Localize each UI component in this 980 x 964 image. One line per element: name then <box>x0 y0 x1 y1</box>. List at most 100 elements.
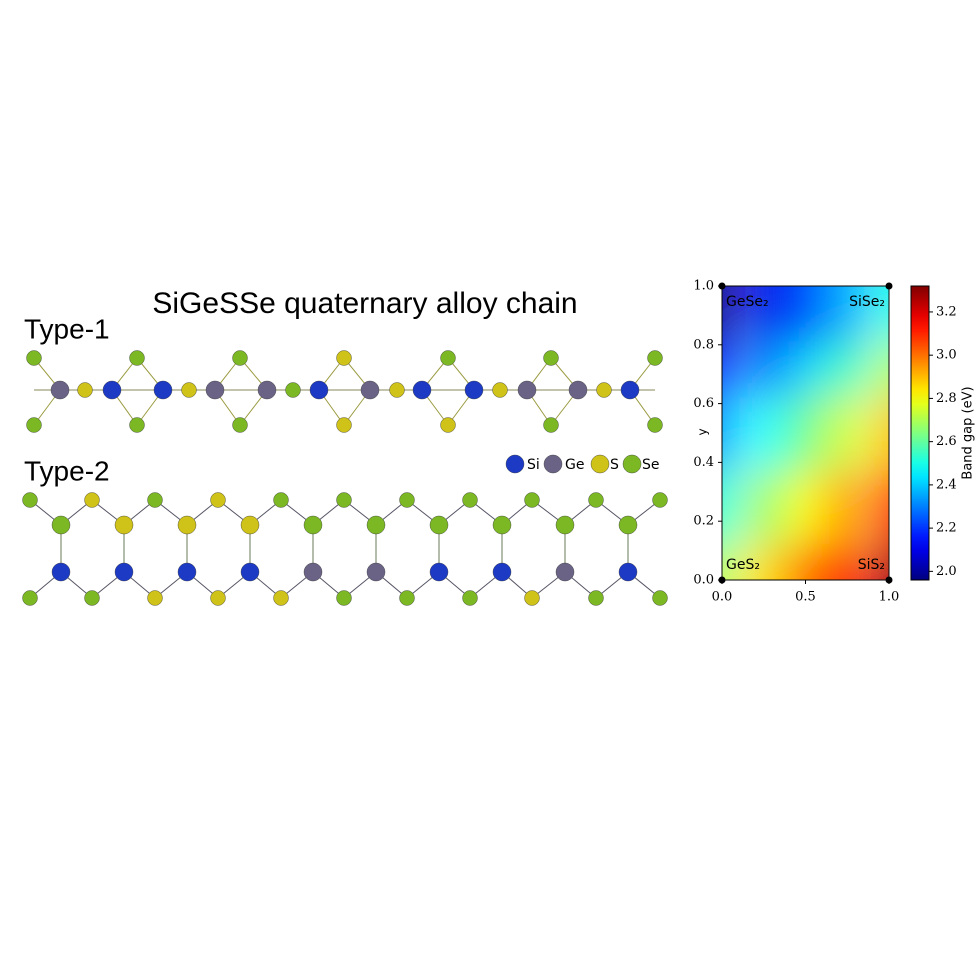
atom <box>22 492 38 508</box>
atom <box>102 380 122 400</box>
atom <box>462 590 478 606</box>
atom <box>440 417 456 433</box>
atom <box>22 590 38 606</box>
structures: Si Ge S Se <box>22 350 668 606</box>
atom <box>240 515 260 535</box>
atom <box>524 590 540 606</box>
annotation: GeS₂ <box>726 557 760 573</box>
y-axis-label: y <box>696 428 710 435</box>
heat-cell <box>878 469 889 545</box>
legend-marker <box>505 454 525 474</box>
atom <box>77 382 93 398</box>
legend-marker <box>622 454 642 474</box>
colorbar-tick-label: 2.6 <box>936 434 957 449</box>
atom <box>389 382 405 398</box>
atom <box>399 492 415 508</box>
heat-cell <box>784 396 828 471</box>
atom <box>620 380 640 400</box>
annotation: GeSe₂ <box>726 294 769 310</box>
atom <box>429 562 449 582</box>
atom <box>588 590 604 606</box>
figure-title: SiGeSSe quaternary alloy chain <box>152 287 577 320</box>
colorbar-tick-label: 3.0 <box>936 348 957 363</box>
colorbar-label: Band gap (eV) <box>961 386 976 479</box>
atom <box>492 382 508 398</box>
atom <box>336 417 352 433</box>
heat-cell <box>878 286 889 343</box>
y-tick-label: 0.2 <box>693 514 714 529</box>
atom <box>205 380 225 400</box>
heat-cell <box>784 286 828 343</box>
atom <box>50 380 70 400</box>
y-tick-label: 0.8 <box>693 337 714 352</box>
heatmap <box>722 286 889 580</box>
atom <box>412 380 432 400</box>
atom <box>232 417 248 433</box>
legend-label: Se <box>642 457 660 473</box>
heat-cell <box>722 396 734 471</box>
heat-cell <box>742 469 786 545</box>
atom <box>240 562 260 582</box>
atom <box>177 562 197 582</box>
atom <box>568 380 588 400</box>
atom <box>464 380 484 400</box>
atom <box>440 350 456 366</box>
atom <box>647 417 663 433</box>
atom <box>555 562 575 582</box>
atom <box>492 562 512 582</box>
atom <box>303 515 323 535</box>
atom <box>366 562 386 582</box>
colorbar <box>910 285 930 581</box>
y-tick-label: 1.0 <box>693 279 714 294</box>
atom <box>336 492 352 508</box>
heat-cell <box>878 396 889 471</box>
atom <box>285 382 301 398</box>
atom <box>543 350 559 366</box>
atom <box>51 515 71 535</box>
colorbar-tick-label: 2.2 <box>936 521 957 536</box>
colorbar-tick-label: 2.4 <box>936 477 957 492</box>
y-tick-label: 0.6 <box>693 396 714 411</box>
atom <box>147 492 163 508</box>
atom <box>517 380 537 400</box>
x-tick-label: 1.0 <box>879 590 900 605</box>
atom <box>429 515 449 535</box>
atom <box>555 515 575 535</box>
atom <box>596 382 612 398</box>
atom <box>303 562 323 582</box>
colorbar-tick-label: 3.2 <box>936 304 957 319</box>
heat-cell <box>826 396 870 471</box>
heat-cell <box>722 469 734 545</box>
annotation: SiSe₂ <box>849 294 885 310</box>
atom <box>588 492 604 508</box>
legend-label: Si <box>527 457 540 473</box>
annotation: SiS₂ <box>858 557 885 573</box>
atom <box>114 562 134 582</box>
atom <box>336 590 352 606</box>
atom <box>618 515 638 535</box>
atom <box>543 417 559 433</box>
atom <box>336 350 352 366</box>
atom <box>652 590 668 606</box>
y-tick-label: 0.0 <box>693 573 714 588</box>
atom <box>177 515 197 535</box>
atom <box>153 380 173 400</box>
atom <box>360 380 380 400</box>
heat-cell <box>722 524 734 580</box>
atom <box>366 515 386 535</box>
colorbar-tick-label: 2.8 <box>936 391 957 406</box>
heat-cell <box>742 396 786 471</box>
atom <box>273 492 289 508</box>
atom <box>114 515 134 535</box>
type-label: Type-2 <box>24 455 110 486</box>
atom <box>492 515 512 535</box>
heat-cell <box>878 524 889 580</box>
heat-cell <box>784 469 828 545</box>
atom <box>652 492 668 508</box>
atom <box>647 350 663 366</box>
legend-label: Ge <box>565 457 584 473</box>
atom <box>147 590 163 606</box>
atom <box>26 350 42 366</box>
y-tick-label: 0.4 <box>693 455 714 470</box>
